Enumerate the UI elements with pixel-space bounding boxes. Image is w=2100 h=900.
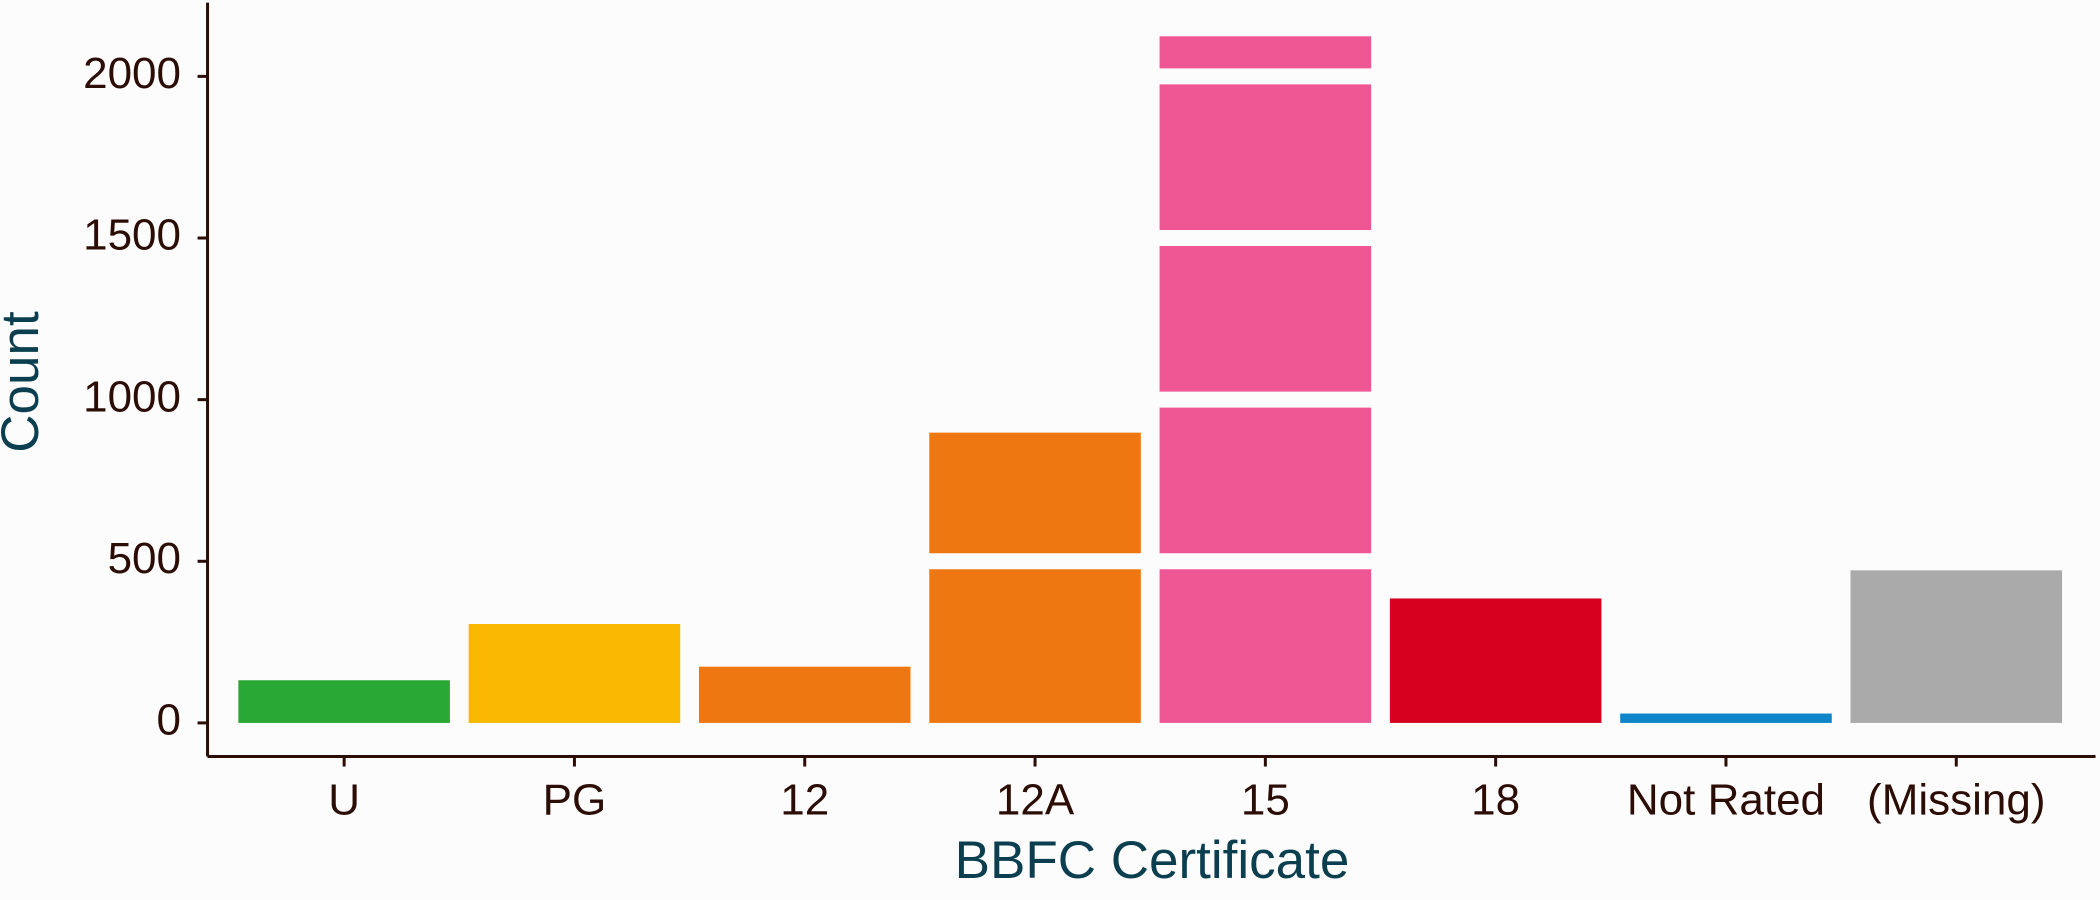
x-tick-label: U xyxy=(328,776,360,825)
x-tick-label: Not Rated xyxy=(1627,776,1825,825)
y-tick-label: 500 xyxy=(108,534,181,583)
bar xyxy=(698,666,911,723)
y-tick-label: 0 xyxy=(157,696,181,745)
y-tick-label: 1000 xyxy=(83,372,181,421)
x-tick-label: 12A xyxy=(996,776,1075,825)
x-tick-label: 12 xyxy=(780,776,829,825)
x-axis-title: BBFC Certificate xyxy=(955,831,1350,890)
y-tick-label: 2000 xyxy=(83,49,181,98)
bar xyxy=(238,680,450,723)
y-tick-label: 1500 xyxy=(83,211,181,260)
bar xyxy=(1620,713,1832,723)
x-tick-label: (Missing) xyxy=(1867,776,2045,825)
x-tick-label: 18 xyxy=(1471,776,1520,825)
x-tick-label: PG xyxy=(543,776,607,825)
bar xyxy=(468,623,681,723)
y-axis-title: Count xyxy=(0,311,50,453)
bar xyxy=(929,432,1141,723)
bar xyxy=(1159,36,1372,723)
x-tick-label: 15 xyxy=(1241,776,1290,825)
bar xyxy=(1389,598,1602,723)
bar xyxy=(1850,570,2063,723)
